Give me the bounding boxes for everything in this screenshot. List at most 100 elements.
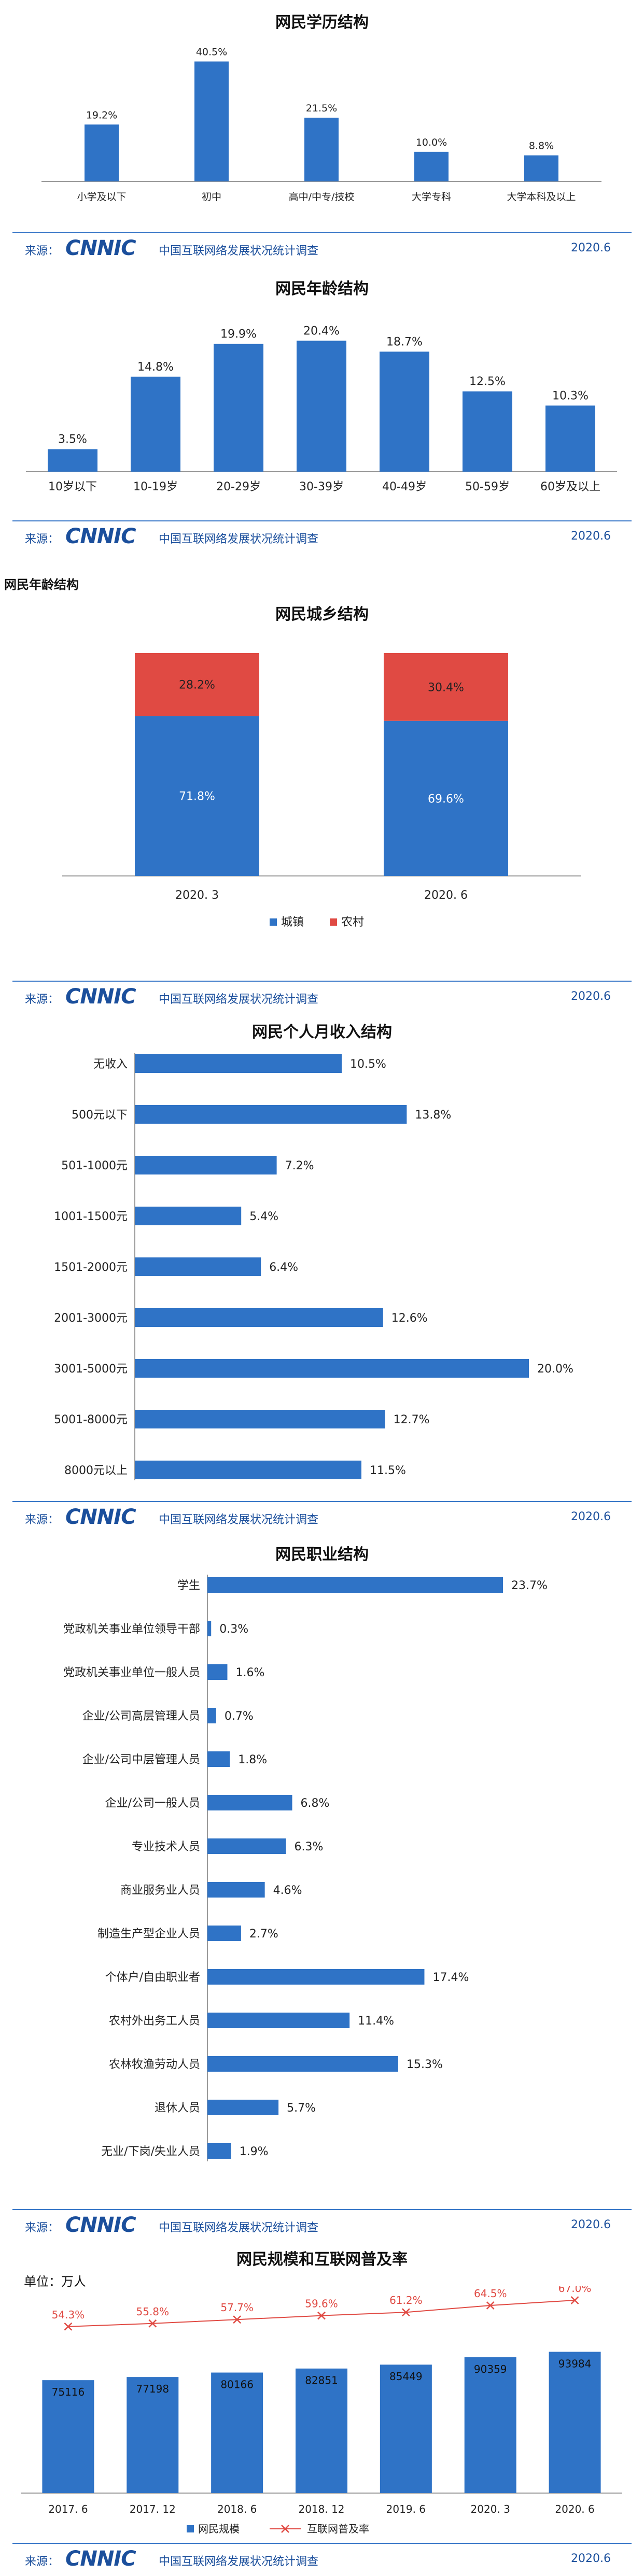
tick-label: 党政机关事业单位一般人员 <box>63 1666 200 1679</box>
data-label: 10.5% <box>350 1058 386 1071</box>
tick-label: 2018. 6 <box>217 2503 257 2515</box>
source-date: 2020.6 <box>571 2218 611 2231</box>
bar <box>131 376 180 472</box>
tick-label: 2001-3000元 <box>54 1312 128 1325</box>
occupation-bar-chart: 学生 23.7% 党政机关事业单位领导干部 0.3% 党政机关事业单位一般人员 1.6% 企… <box>63 1575 548 2161</box>
data-label: 23.7% <box>511 1579 548 1592</box>
line-point <box>64 2322 73 2331</box>
bar <box>42 2380 94 2493</box>
source-label: 来源： <box>25 245 60 258</box>
line-point <box>317 2311 326 2320</box>
data-label: 1.8% <box>238 1753 267 1766</box>
data-label: 5.4% <box>249 1210 278 1223</box>
bar <box>464 2357 516 2493</box>
bar <box>380 2365 432 2493</box>
tick-label: 60岁及以上 <box>540 480 600 493</box>
tick-label: 1501-2000元 <box>54 1261 128 1274</box>
tick-label: 党政机关事业单位领导干部 <box>63 1623 200 1636</box>
unit-label: 单位：万人 <box>24 2274 86 2289</box>
tick-label: 40-49岁 <box>382 480 427 493</box>
tick-label: 商业服务业人员 <box>120 1884 200 1897</box>
scale-chart-panel: 网民规模和互联网普及率 单位：万人 75116 2017. 6 77198 2017.… <box>0 2242 644 2543</box>
data-label: 6.4% <box>269 1261 298 1274</box>
cnnic-logo: CNNIC <box>65 525 136 548</box>
tick-label: 企业/公司一般人员 <box>105 1797 200 1810</box>
data-label: 20.4% <box>303 324 340 337</box>
tick-label: 8000元以上 <box>64 1464 128 1477</box>
data-label: 11.5% <box>370 1464 406 1477</box>
data-label: 7.2% <box>285 1159 314 1172</box>
data-label: 71.8% <box>179 790 215 803</box>
source-org: 中国互联网络发展状况统计调查 <box>159 245 319 258</box>
bar <box>207 2100 279 2115</box>
education-chart-panel: 网民学历结构 19.2% 小学及以下 40.5% 初中 21.5% 高中/中专/技校 10.… <box>0 0 644 249</box>
tick-label: 10-19岁 <box>133 480 178 493</box>
bar <box>135 1461 361 1479</box>
legend-marker <box>281 2525 289 2533</box>
tick-label: 501-1000元 <box>61 1159 128 1172</box>
tick-label: 2020. 6 <box>555 2503 594 2515</box>
data-label: 12.5% <box>469 375 506 388</box>
tick-label: 500元以下 <box>72 1109 128 1122</box>
tick-label: 50-59岁 <box>465 480 510 493</box>
source-label: 来源： <box>25 1513 60 1526</box>
tick-label: 无业/下岗/失业人员 <box>101 2145 200 2158</box>
data-label: 13.8% <box>415 1109 451 1122</box>
data-label: 5.7% <box>287 2102 316 2115</box>
data-label: 19.9% <box>220 328 257 341</box>
bar <box>545 405 595 472</box>
bar <box>304 118 339 181</box>
bar <box>135 1359 529 1378</box>
line-label: 61.2% <box>389 2294 423 2306</box>
bar <box>85 124 119 181</box>
tick-label: 农村外出务工人员 <box>109 2015 200 2028</box>
bar <box>127 2377 179 2493</box>
source-footer: 来源： CNNIC 中国互联网络发展状况统计调查 2020.6 <box>0 2543 644 2576</box>
line-point <box>233 2315 242 2324</box>
source-footer: 来源： CNNIC 中国互联网络发展状况统计调查 2020.6 <box>0 232 644 265</box>
source-org: 中国互联网络发展状况统计调查 <box>159 1513 319 1526</box>
source-footer: 来源： CNNIC 中国互联网络发展状况统计调查 2020.6 <box>0 520 644 554</box>
tick-label: 大学专科 <box>412 191 451 203</box>
occupation-chart-panel: 网民职业结构 学生 23.7% 党政机关事业单位领导干部 0.3% 党政机关事业单位一般… <box>0 1534 644 2208</box>
line-point <box>401 2308 410 2317</box>
tick-label: 大学本科及以上 <box>507 191 576 203</box>
urban-rural-chart-panel: 网民城乡结构 71.8% 28.2% 2020. 3 69.6% 30.4% 2020. … <box>0 591 644 974</box>
bar <box>207 1838 286 1854</box>
bar <box>297 341 346 472</box>
bar-rural <box>384 653 508 721</box>
bar <box>207 1708 216 1723</box>
age-chart-panel: 网民年龄结构 3.5% 10岁以下 14.8% 10-19岁 19.9% 20-29岁 20… <box>0 270 644 518</box>
data-label: 93984 <box>558 2357 592 2370</box>
bar <box>214 344 263 472</box>
chart-title: 网民学历结构 <box>275 13 369 32</box>
data-label: 30.4% <box>428 681 464 694</box>
tick-label: 农林牧渔劳动人员 <box>109 2058 200 2071</box>
bar <box>207 2056 398 2072</box>
line-point <box>570 2296 579 2304</box>
source-org: 中国互联网络发展状况统计调查 <box>159 2221 319 2234</box>
legend-label: 网民规模 <box>198 2523 240 2535</box>
data-label: 6.3% <box>295 1841 324 1853</box>
data-label: 82851 <box>305 2374 338 2387</box>
line-point <box>148 2319 157 2328</box>
income-chart-panel: 网民个人月收入结构 无收入 10.5% 500元以下 13.8% 501-1000元 7.… <box>0 1011 644 1498</box>
tick-label: 退休人员 <box>155 2102 200 2115</box>
source-label: 来源： <box>25 2555 60 2568</box>
data-label: 3.5% <box>58 433 87 446</box>
line-label: 57.7% <box>220 2301 254 2314</box>
chart-title: 网民规模和互联网普及率 <box>236 2251 408 2269</box>
chart-title: 网民年龄结构 <box>275 280 369 298</box>
chart-title: 网民职业结构 <box>275 1546 369 1564</box>
bar <box>207 1795 292 1810</box>
data-label: 17.4% <box>432 1971 469 1984</box>
line-label: 64.5% <box>474 2287 507 2300</box>
cnnic-logo: CNNIC <box>65 1505 136 1529</box>
data-label: 14.8% <box>137 361 174 374</box>
source-date: 2020.6 <box>571 242 611 254</box>
cnnic-logo: CNNIC <box>65 985 136 1009</box>
tick-label: 企业/公司高层管理人员 <box>82 1710 200 1723</box>
bar <box>380 351 429 472</box>
legend-label: 农村 <box>341 916 364 929</box>
source-label: 来源： <box>25 2221 60 2234</box>
